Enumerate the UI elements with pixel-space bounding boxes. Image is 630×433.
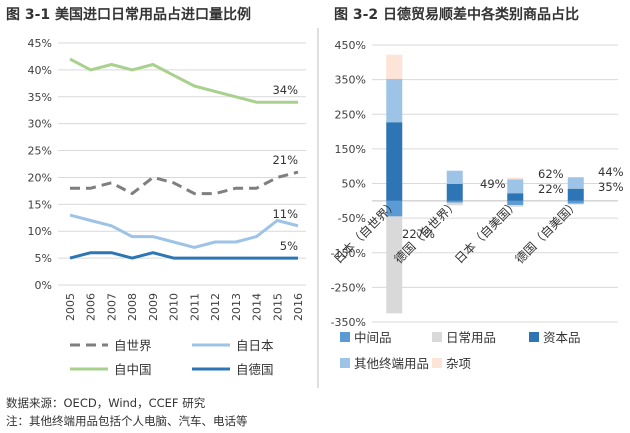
- bar-segment-其他终端用品: [386, 78, 403, 123]
- left-x-tick-label: 2009: [147, 293, 160, 321]
- left-x-tick-label: 2010: [168, 293, 181, 321]
- legend-label: 杂项: [446, 356, 471, 371]
- left-x-tick-label: 2005: [64, 293, 77, 321]
- legend-swatch-杂项: [432, 358, 442, 368]
- line-series-自中国: [69, 57, 298, 104]
- left-x-tick-label: 2016: [292, 293, 305, 321]
- bar-segment-杂项: [507, 177, 524, 180]
- bar-segment-其他终端用品: [567, 177, 584, 189]
- bar-data-label: 227%: [402, 227, 435, 241]
- left-x-tick-label: 2011: [188, 293, 201, 321]
- right-x-category-label: 日本（自美国）: [452, 197, 521, 266]
- line-end-label: 34%: [272, 83, 298, 97]
- bar-segment-资本品: [446, 183, 463, 201]
- bar-segment-其他终端用品: [446, 170, 463, 184]
- bar-segment-中间品: [567, 200, 584, 204]
- legend-label: 中间品: [354, 330, 392, 345]
- right-y-tick-label: 350%: [335, 74, 366, 87]
- right-y-tick-label: 150%: [335, 143, 366, 156]
- left-y-tick-label: 35%: [28, 91, 52, 104]
- right-y-tick-label: 450%: [335, 39, 366, 52]
- left-y-tick-label: 20%: [28, 171, 52, 184]
- left-y-tick-label: 25%: [28, 145, 52, 158]
- legend-swatch-资本品: [529, 332, 539, 342]
- line-series-自德国: [69, 251, 298, 260]
- legend-label: 自德国: [236, 362, 274, 377]
- legend-label: 资本品: [543, 330, 581, 345]
- right-y-tick-label: -50%: [338, 212, 366, 225]
- bar-segment-中间品: [386, 200, 403, 217]
- left-y-tick-label: 15%: [28, 198, 52, 211]
- bar-segment-日常用品: [567, 203, 584, 205]
- bar-segment-杂项: [386, 54, 403, 79]
- right-y-tick-label: 50%: [342, 178, 366, 191]
- bar-segment-中间品: [446, 200, 463, 203]
- left-y-tick-label: 5%: [35, 252, 52, 265]
- legend-swatch-其他终端用品: [340, 358, 350, 368]
- legend-label: 自中国: [114, 362, 152, 377]
- line-end-label: 21%: [272, 153, 298, 167]
- right-chart-title: 图 3-2 日德贸易顺差中各类别商品占比: [334, 7, 580, 23]
- right-y-tick-label: -350%: [331, 316, 366, 329]
- line-end-label: 11%: [272, 207, 298, 221]
- right-y-tick-label: 250%: [335, 108, 366, 121]
- line-end-label: 5%: [280, 239, 298, 253]
- line-series-自日本: [69, 213, 299, 249]
- bar-segment-日常用品: [507, 204, 524, 207]
- left-x-tick-label: 2014: [251, 293, 264, 321]
- left-x-tick-label: 2015: [271, 293, 284, 321]
- legend-label: 日常用品: [446, 330, 496, 345]
- bar-data-label: 35%: [598, 180, 624, 194]
- bar-segment-资本品: [507, 193, 524, 201]
- left-y-tick-label: 30%: [28, 118, 52, 131]
- legend-swatch-中间品: [340, 332, 350, 342]
- bar-segment-中间品: [507, 200, 524, 205]
- bar-data-label: 62%: [538, 167, 564, 181]
- bar-data-label: 49%: [480, 177, 506, 191]
- source-note: 数据来源：OECD，Wind，CCEF 研究: [6, 396, 206, 410]
- bar-data-label: 44%: [598, 165, 624, 179]
- bar-data-label: 22%: [538, 182, 564, 196]
- left-x-tick-label: 2013: [230, 293, 243, 321]
- left-x-tick-label: 2006: [85, 293, 98, 321]
- legend-swatch-日常用品: [432, 332, 442, 342]
- right-y-tick-label: -150%: [331, 247, 366, 260]
- left-x-tick-label: 2007: [105, 293, 118, 321]
- bar-segment-其他终端用品: [507, 179, 524, 194]
- left-y-tick-label: 45%: [28, 37, 52, 50]
- bar-segment-日常用品: [386, 216, 403, 314]
- right-x-category-label: 德国（自美国）: [512, 196, 582, 266]
- legend-label: 自日本: [236, 338, 274, 353]
- left-x-tick-label: 2008: [126, 293, 139, 321]
- line-series-自世界: [70, 170, 299, 196]
- left-x-tick-label: 2012: [209, 293, 222, 321]
- left-y-tick-label: 0%: [35, 279, 52, 292]
- left-y-tick-label: 10%: [28, 225, 52, 238]
- bar-segment-日常用品: [446, 202, 463, 206]
- bar-segment-资本品: [567, 188, 584, 201]
- footnote: 注：其他终端用品包括个人电脑、汽车、电话等: [6, 414, 248, 428]
- left-chart-title: 图 3-1 美国进口日常用品占进口量比例: [6, 7, 252, 23]
- legend-label: 其他终端用品: [354, 356, 429, 371]
- right-y-tick-label: -250%: [331, 281, 366, 294]
- bar-segment-资本品: [386, 122, 403, 201]
- legend-label: 自世界: [114, 338, 152, 353]
- left-y-tick-label: 40%: [28, 64, 52, 77]
